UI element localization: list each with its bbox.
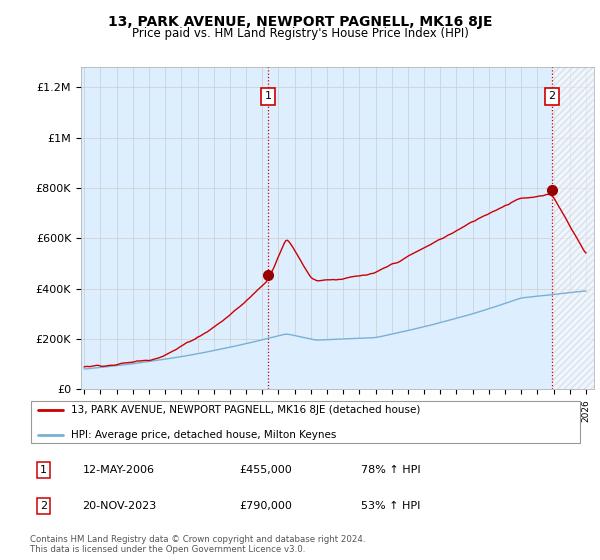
- Text: Contains HM Land Registry data © Crown copyright and database right 2024.
This d: Contains HM Land Registry data © Crown c…: [30, 535, 365, 554]
- Text: 2: 2: [548, 91, 556, 101]
- Text: 53% ↑ HPI: 53% ↑ HPI: [361, 501, 421, 511]
- Bar: [552, 67, 600, 389]
- Text: 13, PARK AVENUE, NEWPORT PAGNELL, MK16 8JE: 13, PARK AVENUE, NEWPORT PAGNELL, MK16 8…: [108, 15, 492, 29]
- FancyBboxPatch shape: [31, 400, 580, 444]
- Text: £455,000: £455,000: [240, 465, 293, 475]
- Text: 20-NOV-2023: 20-NOV-2023: [82, 501, 157, 511]
- Text: 13, PARK AVENUE, NEWPORT PAGNELL, MK16 8JE (detached house): 13, PARK AVENUE, NEWPORT PAGNELL, MK16 8…: [71, 405, 421, 416]
- Text: 1: 1: [40, 465, 47, 475]
- Text: 1: 1: [265, 91, 272, 101]
- Text: Price paid vs. HM Land Registry's House Price Index (HPI): Price paid vs. HM Land Registry's House …: [131, 27, 469, 40]
- Text: HPI: Average price, detached house, Milton Keynes: HPI: Average price, detached house, Milt…: [71, 430, 337, 440]
- Text: £790,000: £790,000: [240, 501, 293, 511]
- Text: 12-MAY-2006: 12-MAY-2006: [82, 465, 154, 475]
- Text: 2: 2: [40, 501, 47, 511]
- Text: 78% ↑ HPI: 78% ↑ HPI: [361, 465, 421, 475]
